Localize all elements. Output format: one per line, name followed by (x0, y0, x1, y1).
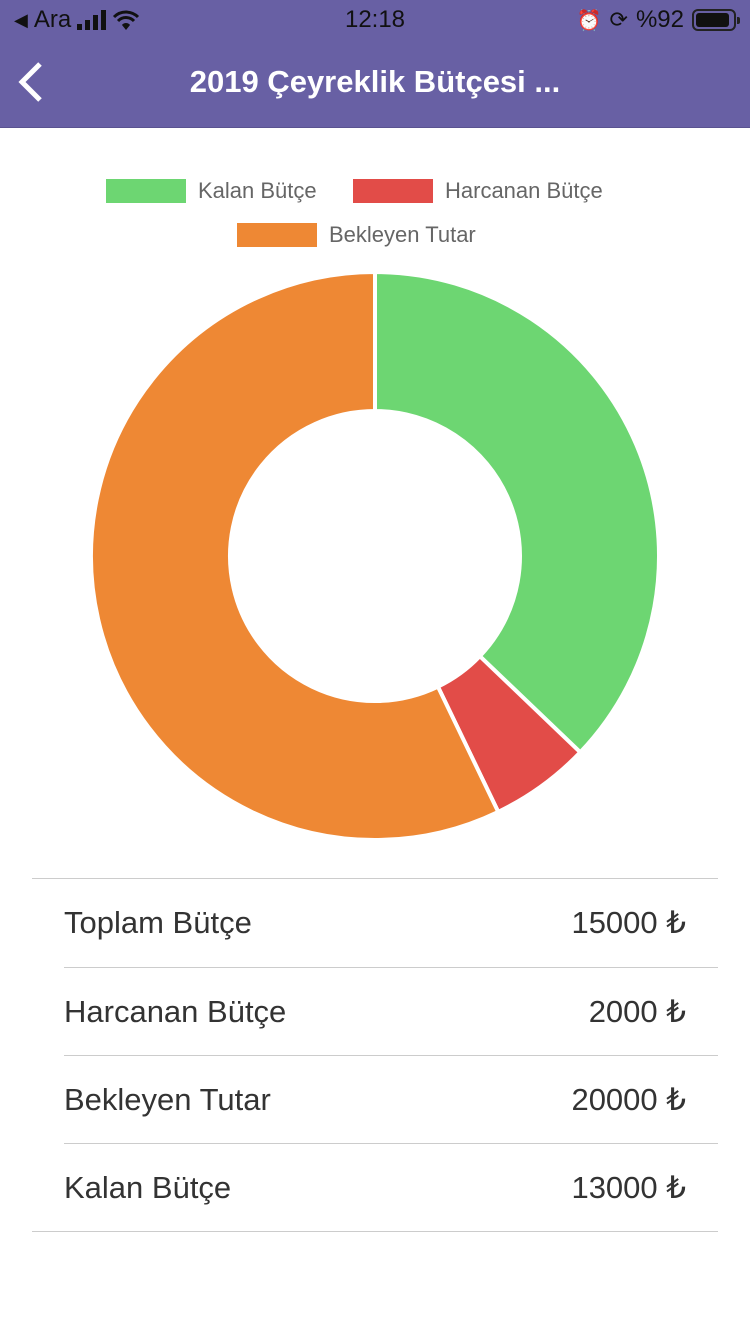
row-label: Harcanan Bütçe (64, 993, 287, 1029)
alarm-icon: ⏰ (576, 9, 602, 32)
back-app-label[interactable]: Ara (33, 6, 72, 33)
wifi-icon (113, 10, 140, 30)
status-left: ◀ Ara (14, 6, 140, 34)
legend-swatch (353, 179, 433, 203)
chevron-left-icon[interactable] (14, 58, 54, 106)
row-value: 15000 ₺ (571, 905, 686, 940)
status-time: 12:18 (344, 6, 406, 33)
row-value: 2000 ₺ (588, 993, 686, 1029)
donut-chart (89, 269, 661, 842)
nav-header: ◀ Ara 12:18 ⏰ ⟳ %92 2019 Çeyreklik Bütçe… (0, 0, 750, 128)
status-right: ⏰ ⟳ %92 (576, 6, 740, 34)
battery-percent: %92 (635, 6, 684, 33)
row-label: Bekleyen Tutar (64, 1081, 271, 1117)
summary-table: Toplam Bütçe 15000 ₺ Harcanan Bütçe 2000 ₺ B… (32, 878, 718, 1232)
legend-item-bekleyen[interactable]: Bekleyen Tutar (237, 222, 476, 248)
legend-label: Harcanan Bütçe (445, 178, 603, 203)
legend-item-kalan[interactable]: Kalan Bütçe (106, 178, 317, 204)
legend-swatch (237, 223, 317, 247)
donut-slice-2[interactable] (89, 269, 501, 842)
summary-row: Bekleyen Tutar 20000 ₺ (64, 1055, 718, 1143)
summary-row: Toplam Bütçe 15000 ₺ (64, 879, 718, 967)
back-to-app-icon[interactable]: ◀ (14, 9, 28, 30)
legend-label: Bekleyen Tutar (329, 222, 476, 247)
signal-icon (77, 10, 107, 30)
rotation-lock-icon: ⟳ (609, 7, 628, 32)
row-value: 13000 ₺ (571, 1169, 686, 1205)
summary-row: Kalan Bütçe 13000 ₺ (64, 1143, 718, 1231)
page-title: 2019 Çeyreklik Bütçesi ... (189, 64, 561, 99)
battery-icon (692, 9, 740, 31)
legend-swatch (106, 179, 186, 203)
summary-row: Harcanan Bütçe 2000 ₺ (64, 967, 718, 1055)
donut-slice-0[interactable] (373, 269, 661, 756)
row-label: Kalan Bütçe (64, 1169, 232, 1205)
legend-label: Kalan Bütçe (198, 178, 317, 203)
row-value: 20000 ₺ (571, 1081, 686, 1117)
row-label: Toplam Bütçe (64, 905, 252, 940)
legend-item-harcanan[interactable]: Harcanan Bütçe (353, 178, 603, 204)
